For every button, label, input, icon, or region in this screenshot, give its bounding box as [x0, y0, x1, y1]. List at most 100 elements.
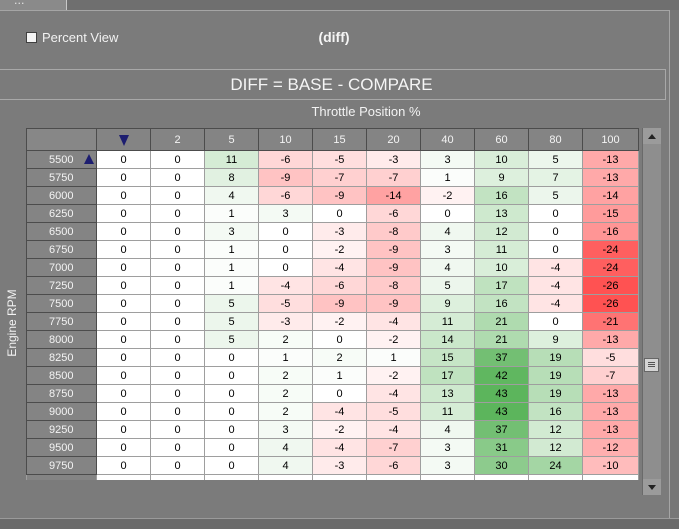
- table-cell[interactable]: 4: [420, 258, 475, 277]
- table-cell[interactable]: 0: [150, 204, 205, 223]
- table-cell[interactable]: 0: [96, 402, 151, 421]
- table-cell[interactable]: -4: [366, 312, 421, 331]
- table-cell[interactable]: 0: [150, 456, 205, 475]
- table-cell[interactable]: -9: [312, 186, 367, 205]
- table-cell[interactable]: 0: [150, 150, 205, 169]
- table-cell[interactable]: 0: [150, 222, 205, 241]
- table-cell[interactable]: 2: [258, 366, 313, 385]
- row-header[interactable]: 5500: [26, 150, 97, 169]
- column-header-6[interactable]: 40: [420, 128, 475, 151]
- table-cell[interactable]: -3: [312, 222, 367, 241]
- table-cell[interactable]: 0: [150, 420, 205, 439]
- column-header-2[interactable]: 5: [204, 128, 259, 151]
- table-cell[interactable]: -9: [366, 258, 421, 277]
- scroll-up-button[interactable]: [643, 128, 661, 144]
- table-cell[interactable]: -24: [582, 240, 639, 259]
- scroll-down-button[interactable]: [643, 479, 661, 495]
- table-cell[interactable]: -3: [366, 150, 421, 169]
- table-cell[interactable]: 16: [528, 402, 583, 421]
- table-cell[interactable]: 43: [474, 384, 529, 403]
- table-cell[interactable]: 8: [204, 168, 259, 187]
- table-cell[interactable]: -15: [582, 204, 639, 223]
- table-cell[interactable]: -7: [366, 438, 421, 457]
- table-cell[interactable]: 31: [474, 438, 529, 457]
- table-cell[interactable]: -3: [312, 456, 367, 475]
- table-cell[interactable]: 7: [528, 168, 583, 187]
- table-cell[interactable]: 0: [96, 330, 151, 349]
- table-cell[interactable]: 0: [420, 204, 475, 223]
- table-cell[interactable]: 30: [474, 456, 529, 475]
- table-cell[interactable]: -2: [312, 312, 367, 331]
- column-header-7[interactable]: 60: [474, 128, 529, 151]
- table-cell[interactable]: 2: [258, 384, 313, 403]
- table-cell[interactable]: 5: [420, 276, 475, 295]
- table-cell[interactable]: 0: [150, 402, 205, 421]
- row-header[interactable]: 7750: [26, 312, 97, 331]
- table-cell[interactable]: 0: [96, 150, 151, 169]
- table-cell[interactable]: -2: [420, 186, 475, 205]
- table-cell[interactable]: 16: [474, 294, 529, 313]
- table-cell[interactable]: -4: [312, 258, 367, 277]
- table-cell[interactable]: -4: [312, 438, 367, 457]
- table-cell[interactable]: 12: [474, 222, 529, 241]
- table-cell[interactable]: 24: [528, 456, 583, 475]
- table-cell[interactable]: 37: [474, 348, 529, 367]
- row-header[interactable]: 6500: [26, 222, 97, 241]
- table-cell[interactable]: 5: [204, 330, 259, 349]
- table-cell[interactable]: 0: [150, 330, 205, 349]
- table-cell[interactable]: -12: [582, 438, 639, 457]
- percent-view-checkbox[interactable]: [26, 32, 37, 43]
- table-cell[interactable]: 0: [312, 330, 367, 349]
- row-header[interactable]: 9500: [26, 438, 97, 457]
- table-cell[interactable]: 9: [474, 168, 529, 187]
- table-cell[interactable]: -4: [528, 294, 583, 313]
- column-header-8[interactable]: 80: [528, 128, 583, 151]
- table-cell[interactable]: -4: [258, 276, 313, 295]
- table-cell[interactable]: 12: [528, 438, 583, 457]
- table-cell[interactable]: -3: [258, 312, 313, 331]
- column-header-3[interactable]: 10: [258, 128, 313, 151]
- row-header[interactable]: 6250: [26, 204, 97, 223]
- table-cell[interactable]: 0: [96, 294, 151, 313]
- table-cell[interactable]: -6: [258, 186, 313, 205]
- table-cell[interactable]: 0: [96, 168, 151, 187]
- table-cell[interactable]: 3: [420, 438, 475, 457]
- table-cell[interactable]: -5: [582, 348, 639, 367]
- table-cell[interactable]: -5: [366, 402, 421, 421]
- row-header[interactable]: 7500: [26, 294, 97, 313]
- table-cell[interactable]: 1: [204, 240, 259, 259]
- table-cell[interactable]: 0: [258, 222, 313, 241]
- table-cell[interactable]: -9: [366, 294, 421, 313]
- table-cell[interactable]: -5: [258, 294, 313, 313]
- table-cell[interactable]: -10: [582, 456, 639, 475]
- table-cell[interactable]: 5: [204, 294, 259, 313]
- table-cell[interactable]: -4: [528, 258, 583, 277]
- table-cell[interactable]: 9: [528, 330, 583, 349]
- table-cell[interactable]: 13: [420, 384, 475, 403]
- table-cell[interactable]: 0: [312, 384, 367, 403]
- table-cell[interactable]: 1: [204, 258, 259, 277]
- table-cell[interactable]: 3: [204, 222, 259, 241]
- table-cell[interactable]: 0: [258, 258, 313, 277]
- table-cell[interactable]: -13: [582, 384, 639, 403]
- table-cell[interactable]: 11: [204, 150, 259, 169]
- table-cell[interactable]: -13: [582, 330, 639, 349]
- table-cell[interactable]: 0: [150, 384, 205, 403]
- table-cell[interactable]: 0: [150, 438, 205, 457]
- table-cell[interactable]: 0: [204, 420, 259, 439]
- table-cell[interactable]: -4: [312, 402, 367, 421]
- table-cell[interactable]: 0: [204, 384, 259, 403]
- table-cell[interactable]: 2: [258, 330, 313, 349]
- table-cell[interactable]: 15: [420, 348, 475, 367]
- table-cell[interactable]: 0: [150, 366, 205, 385]
- table-cell[interactable]: 0: [528, 240, 583, 259]
- table-cell[interactable]: 2: [312, 348, 367, 367]
- table-cell[interactable]: 0: [96, 276, 151, 295]
- table-cell[interactable]: -14: [582, 186, 639, 205]
- table-cell[interactable]: 3: [258, 420, 313, 439]
- table-cell[interactable]: 11: [420, 312, 475, 331]
- row-header[interactable]: 5750: [26, 168, 97, 187]
- table-cell[interactable]: -26: [582, 294, 639, 313]
- table-cell[interactable]: -4: [366, 420, 421, 439]
- table-cell[interactable]: 1: [204, 276, 259, 295]
